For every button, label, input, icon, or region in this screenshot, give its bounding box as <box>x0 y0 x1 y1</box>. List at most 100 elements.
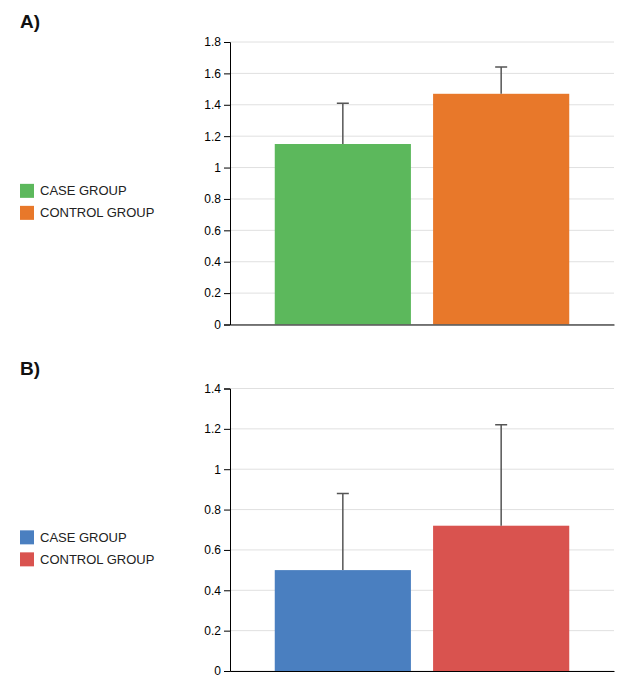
legend-label: CONTROL GROUP <box>40 552 154 567</box>
bar <box>433 526 569 671</box>
y-tick-label: 0.6 <box>204 543 221 557</box>
y-tick-label: 1.8 <box>204 35 221 49</box>
bar <box>433 94 569 325</box>
grid-line <box>230 73 614 74</box>
y-tick: 0.6 <box>204 224 230 238</box>
y-tick: 0.2 <box>204 286 230 300</box>
y-tick: 1.4 <box>204 98 230 112</box>
panel-title: B) <box>20 358 40 379</box>
grid-line <box>230 42 614 43</box>
bar <box>275 570 411 671</box>
y-axis-line <box>224 43 231 326</box>
legend-item: CASE GROUP <box>20 530 127 545</box>
y-tick-mark <box>224 73 230 74</box>
y-tick-mark <box>224 325 230 326</box>
y-tick: 0.8 <box>204 503 230 517</box>
chart-container: 0 0.2 0.4 0.6 0.8 1 1.2 1.4 1.6 1.8 CASE GROUP CONT… <box>0 0 636 693</box>
y-tick-mark <box>224 671 230 672</box>
y-tick-label: 1 <box>214 161 221 175</box>
y-tick-label: 0.8 <box>204 192 221 206</box>
y-tick-mark <box>224 510 230 511</box>
plot-area: 0 0.2 0.4 0.6 0.8 1 1.2 1.4 1.6 1.8 <box>204 35 614 332</box>
y-tick-mark <box>224 631 230 632</box>
y-tick-label: 0.4 <box>204 584 221 598</box>
y-tick-label: 0.2 <box>204 624 221 638</box>
plot-area: 0 0.2 0.4 0.6 0.8 1 1.2 1.4 <box>204 382 614 678</box>
error-bar <box>337 103 349 144</box>
y-tick: 0.4 <box>204 255 230 269</box>
y-tick-mark <box>224 42 230 43</box>
x-axis <box>231 324 615 326</box>
bar <box>275 144 411 324</box>
legend-label: CONTROL GROUP <box>40 205 154 220</box>
grid <box>230 42 614 325</box>
y-tick-label: 0.6 <box>204 224 221 238</box>
legend-swatch <box>20 184 34 198</box>
y-tick-mark <box>224 550 230 551</box>
error-bar-stem <box>500 425 502 526</box>
legend-swatch <box>20 530 34 544</box>
error-bar-stem <box>500 67 502 94</box>
error-bar <box>337 493 349 570</box>
series <box>275 493 411 671</box>
y-tick: 0.2 <box>204 624 230 638</box>
series <box>433 425 569 671</box>
grid-line <box>230 428 614 429</box>
y-tick-label: 1.2 <box>204 422 221 436</box>
grid-line <box>230 388 614 389</box>
legend: CASE GROUP CONTROL GROUP <box>20 530 154 567</box>
grid-line <box>230 469 614 470</box>
y-tick-label: 0 <box>214 664 221 678</box>
y-tick-mark <box>224 136 230 137</box>
error-bar-stem <box>342 103 344 144</box>
y-tick-mark <box>224 262 230 263</box>
y-tick: 1.2 <box>204 130 230 144</box>
y-tick-label: 0.4 <box>204 255 221 269</box>
y-tick: 0 <box>214 664 230 678</box>
error-bar <box>495 425 507 526</box>
y-axis: 0 0.2 0.4 0.6 0.8 1 1.2 1.4 <box>204 382 230 678</box>
panel: 0 0.2 0.4 0.6 0.8 1 1.2 1.4 CASE GROUP CONTROL GR… <box>20 358 615 679</box>
legend-label: CASE GROUP <box>40 530 127 545</box>
y-tick-mark <box>224 429 230 430</box>
legend: CASE GROUP CONTROL GROUP <box>20 183 154 220</box>
y-tick-label: 0.2 <box>204 286 221 300</box>
series <box>433 67 569 324</box>
y-tick-label: 1.2 <box>204 130 221 144</box>
y-tick: 0.6 <box>204 543 230 557</box>
grid-line <box>230 509 614 510</box>
panel: 0 0.2 0.4 0.6 0.8 1 1.2 1.4 1.6 1.8 CASE GROUP CONT… <box>20 11 615 332</box>
y-tick-label: 1.4 <box>204 382 221 396</box>
y-tick: 1.2 <box>204 422 230 436</box>
y-tick-mark <box>224 105 230 106</box>
y-tick: 1.4 <box>204 382 230 396</box>
y-tick-mark <box>224 199 230 200</box>
error-bar-cap <box>495 424 507 426</box>
y-axis-line <box>224 389 231 672</box>
y-tick-label: 0.8 <box>204 503 221 517</box>
y-tick-label: 0 <box>214 318 221 332</box>
y-tick: 0.8 <box>204 192 230 206</box>
y-tick: 1 <box>214 463 230 477</box>
y-tick-label: 1 <box>214 463 221 477</box>
x-axis <box>231 671 615 673</box>
y-tick-mark <box>224 168 230 169</box>
error-bar-cap <box>495 66 507 68</box>
error-bar-stem <box>342 493 344 570</box>
y-tick-mark <box>224 590 230 591</box>
marks <box>275 67 569 324</box>
legend-item: CONTROL GROUP <box>20 552 154 567</box>
error-bar-cap <box>337 493 349 495</box>
y-tick: 0.4 <box>204 584 230 598</box>
legend-swatch <box>20 206 34 220</box>
x-axis-line <box>231 325 615 326</box>
error-bar <box>495 67 507 94</box>
y-tick: 1.6 <box>204 67 230 81</box>
y-tick-mark <box>224 230 230 231</box>
legend-swatch <box>20 552 34 566</box>
y-tick-mark <box>224 293 230 294</box>
y-tick: 1.8 <box>204 35 230 49</box>
y-tick: 1 <box>214 161 230 175</box>
panel-title: A) <box>20 11 40 32</box>
legend-item: CASE GROUP <box>20 183 127 198</box>
